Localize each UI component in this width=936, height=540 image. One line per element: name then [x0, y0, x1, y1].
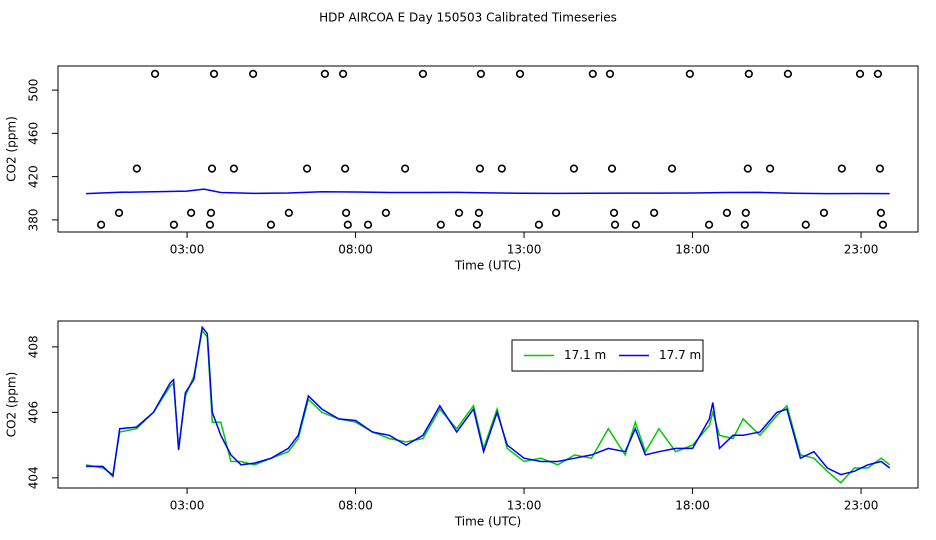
point — [497, 164, 506, 173]
point — [819, 208, 829, 217]
point — [97, 220, 106, 229]
y-tick-label: 420 — [27, 165, 41, 188]
x-tick-label: 23:00 — [844, 499, 879, 513]
point — [873, 69, 882, 78]
plot-frame — [57, 320, 919, 489]
point — [475, 164, 485, 173]
point — [744, 69, 753, 78]
line — [85, 328, 891, 484]
point — [534, 220, 543, 229]
y-tick-label: 500 — [27, 79, 41, 102]
point — [320, 69, 329, 78]
point — [878, 220, 888, 229]
plot-frame — [57, 65, 919, 233]
x-tick-label: 13:00 — [507, 243, 542, 257]
point — [704, 220, 714, 229]
point — [610, 220, 620, 229]
point — [229, 164, 239, 173]
point — [343, 220, 352, 229]
point — [206, 208, 216, 217]
point — [249, 69, 258, 78]
y-tick-label: 406 — [27, 401, 41, 424]
point — [551, 208, 561, 217]
point — [876, 208, 886, 217]
x-tick-label: 13:00 — [507, 499, 542, 513]
point — [187, 208, 196, 217]
x-axis-label: Time (UTC) — [454, 259, 521, 273]
point — [472, 220, 481, 229]
point — [609, 208, 619, 217]
y-tick-label: 404 — [27, 466, 41, 489]
point — [476, 69, 486, 78]
point — [783, 69, 793, 78]
point — [631, 220, 641, 229]
x-tick-label: 08:00 — [338, 243, 373, 257]
line — [85, 188, 890, 195]
x-tick-label: 08:00 — [338, 499, 373, 513]
point — [741, 208, 750, 217]
point — [855, 69, 865, 78]
x-tick-label: 18:00 — [675, 499, 710, 513]
x-axis-label: Time (UTC) — [454, 515, 521, 529]
point — [209, 69, 219, 78]
x-tick-label: 18:00 — [675, 243, 710, 257]
point — [341, 164, 350, 173]
x-tick-label: 23:00 — [844, 243, 879, 257]
point — [381, 208, 390, 217]
legend-label: 17.1 m — [564, 348, 606, 362]
point — [205, 220, 215, 229]
x-tick-label: 03:00 — [170, 243, 205, 257]
point — [740, 220, 749, 229]
y-tick-label: 380 — [27, 208, 41, 231]
point — [150, 69, 160, 78]
page-title: HDP AIRCOA E Day 150503 Calibrated Times… — [319, 11, 617, 25]
y-axis-label: CO2 (ppm) — [5, 372, 19, 438]
point — [284, 208, 293, 217]
point — [605, 69, 615, 78]
point — [765, 164, 775, 173]
point — [515, 69, 525, 78]
point — [474, 208, 484, 217]
point — [722, 208, 732, 217]
point — [401, 164, 410, 173]
point — [743, 164, 752, 173]
point — [418, 69, 428, 78]
point — [338, 69, 348, 78]
y-axis-label: CO2 (ppm) — [5, 116, 19, 182]
point — [266, 220, 276, 229]
point — [569, 164, 579, 173]
legend-label: 17.7 m — [659, 348, 701, 362]
point — [588, 69, 597, 78]
point — [207, 164, 217, 173]
point — [114, 208, 124, 217]
point — [801, 220, 810, 229]
point — [342, 208, 351, 217]
point — [667, 164, 677, 173]
point — [132, 164, 141, 173]
point — [436, 220, 445, 229]
point — [302, 164, 312, 173]
point — [685, 69, 694, 78]
point — [454, 208, 464, 217]
point — [607, 164, 617, 173]
x-tick-label: 03:00 — [170, 499, 205, 513]
point — [650, 208, 659, 217]
point — [837, 164, 846, 173]
y-tick-label: 408 — [27, 335, 41, 358]
point — [875, 164, 885, 173]
y-tick-label: 460 — [27, 122, 41, 145]
point — [363, 220, 373, 229]
point — [169, 220, 179, 229]
line — [86, 325, 891, 478]
